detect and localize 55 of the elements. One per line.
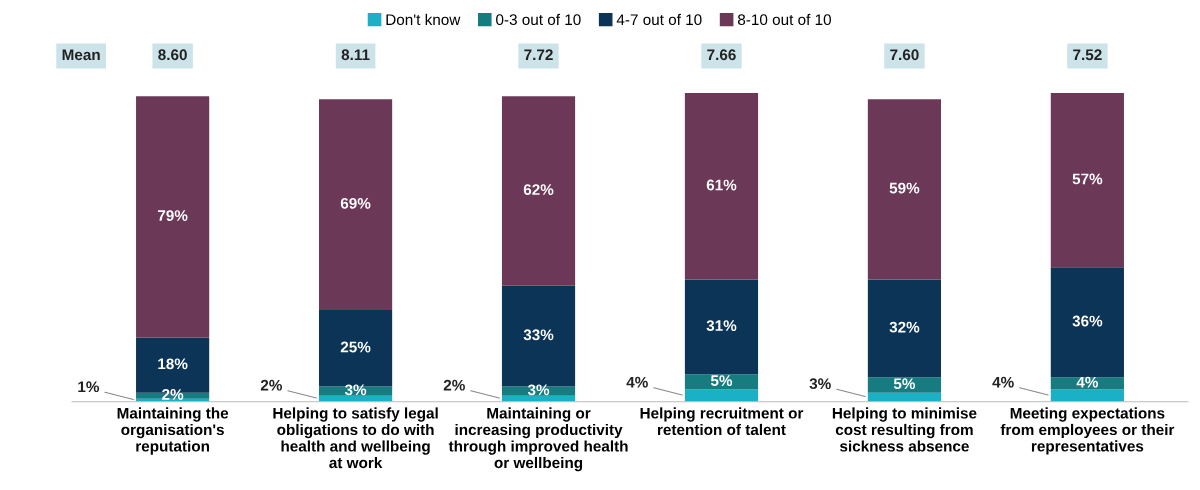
- text: 7.60: [890, 49, 919, 61]
- bar: [501, 96, 576, 286]
- data-label: 3%: [527, 384, 550, 396]
- bar: [318, 99, 393, 311]
- data-label: 3%: [809, 378, 831, 390]
- legend-label: 4-7 out of 10: [616, 13, 702, 26]
- text: 8.60: [158, 49, 187, 61]
- x-tick-label: Helping to minimise cost resulting from sickness absence: [832, 407, 977, 452]
- data-label: 4%: [626, 376, 648, 388]
- data-label: 33%: [523, 329, 554, 341]
- bar: [867, 377, 942, 393]
- data-label: 5%: [893, 378, 916, 390]
- data-label: 4%: [1076, 376, 1099, 388]
- data-label: 59%: [889, 182, 920, 194]
- data-label: 31%: [706, 320, 737, 332]
- bar: [1050, 389, 1124, 402]
- data-label: 25%: [340, 341, 371, 353]
- data-label: 2%: [443, 379, 465, 391]
- bar: [684, 389, 759, 402]
- text: 7.72: [524, 49, 553, 61]
- data-label: 2%: [162, 388, 184, 400]
- text: 8.11: [341, 49, 370, 61]
- bar: [684, 93, 759, 280]
- x-tick-label: Helping recruitment or retention of talent: [640, 407, 804, 436]
- data-label: 69%: [340, 197, 371, 209]
- data-label: 79%: [157, 210, 188, 221]
- data-label: 1%: [78, 381, 100, 393]
- bar: [684, 374, 759, 390]
- bar: [867, 279, 942, 378]
- data-label: 3%: [344, 384, 367, 396]
- x-tick-label: Meeting expectations from employees or their representatives: [1000, 407, 1175, 455]
- data-label: 4%: [992, 376, 1014, 388]
- bar: [1050, 267, 1124, 378]
- data-label: 5%: [710, 375, 733, 387]
- data-label: 32%: [889, 321, 920, 333]
- bar: [1050, 377, 1124, 390]
- data-label: 61%: [706, 179, 737, 191]
- data-label: 57%: [1072, 173, 1103, 185]
- x-tick-label: Maintaining or increasing productivity through improved health or wellbeing: [448, 407, 628, 472]
- x-tick-label: Maintaining the organisation's reputation: [117, 407, 229, 455]
- data-label: 62%: [523, 184, 554, 196]
- x-tick-label: Helping to satisfy legal obligations to do with health and wellbeing at work: [273, 407, 438, 469]
- data-label: 18%: [158, 358, 188, 370]
- data-label: 36%: [1072, 315, 1103, 327]
- legend-label: 8-10 out of 10: [737, 13, 831, 26]
- text: 7.52: [1073, 49, 1102, 61]
- bar: [867, 99, 942, 280]
- bar: [136, 96, 210, 338]
- legend-label: Don't know: [386, 13, 461, 26]
- text: 7.66: [707, 49, 736, 61]
- bar: [1050, 93, 1124, 268]
- data-label: 2%: [260, 379, 282, 391]
- text: Mean: [62, 49, 100, 61]
- bar: [684, 279, 759, 375]
- legend-label: 0-3 out of 10: [496, 13, 581, 26]
